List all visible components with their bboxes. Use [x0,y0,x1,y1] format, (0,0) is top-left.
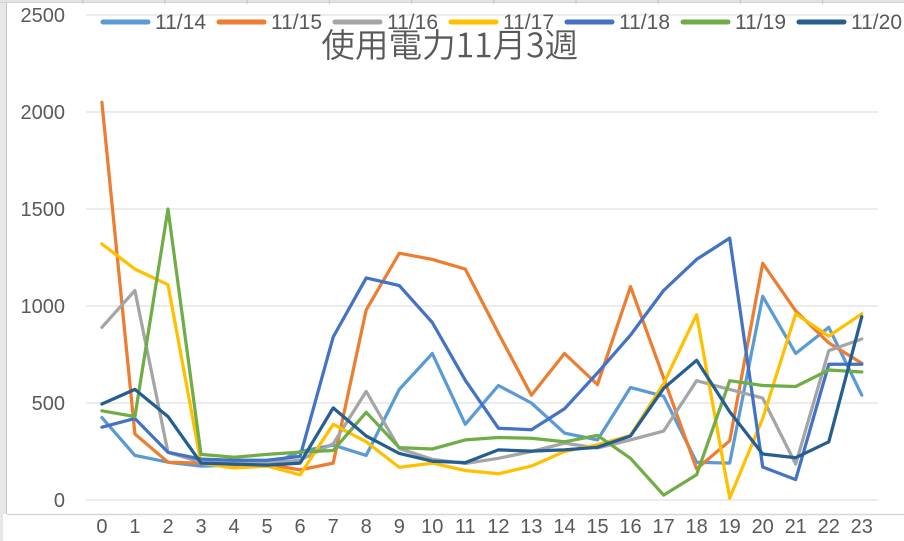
svg-text:11: 11 [455,516,476,538]
svg-text:11/19: 11/19 [735,11,786,34]
svg-text:20: 20 [752,516,774,538]
svg-text:19: 19 [719,516,741,538]
svg-text:9: 9 [394,516,405,538]
svg-text:11/17: 11/17 [503,11,554,34]
svg-text:16: 16 [619,516,641,538]
svg-text:23: 23 [851,516,873,538]
svg-text:2500: 2500 [21,5,66,27]
svg-text:13: 13 [520,516,542,538]
svg-text:2000: 2000 [21,102,66,124]
svg-text:1000: 1000 [21,296,66,318]
svg-text:500: 500 [32,393,65,415]
svg-text:17: 17 [652,516,674,538]
svg-text:18: 18 [685,516,707,538]
svg-text:15: 15 [586,516,608,538]
svg-text:12: 12 [487,516,509,538]
svg-text:11/15: 11/15 [271,11,322,34]
svg-text:11/14: 11/14 [155,11,206,34]
svg-text:11/16: 11/16 [387,11,438,34]
svg-text:3: 3 [195,516,206,538]
svg-text:0: 0 [96,516,107,538]
svg-text:10: 10 [421,516,443,538]
svg-text:2: 2 [162,516,173,538]
svg-text:7: 7 [328,516,339,538]
svg-text:21: 21 [785,516,807,538]
svg-text:8: 8 [361,516,372,538]
svg-text:22: 22 [818,516,840,538]
svg-text:14: 14 [553,516,575,538]
svg-text:11/18: 11/18 [619,11,670,34]
svg-text:6: 6 [295,516,306,538]
svg-text:1500: 1500 [21,199,66,221]
svg-text:1: 1 [129,516,140,538]
svg-text:11/20: 11/20 [851,11,902,34]
svg-text:0: 0 [54,490,65,512]
svg-text:5: 5 [262,516,273,538]
svg-text:4: 4 [229,516,240,538]
